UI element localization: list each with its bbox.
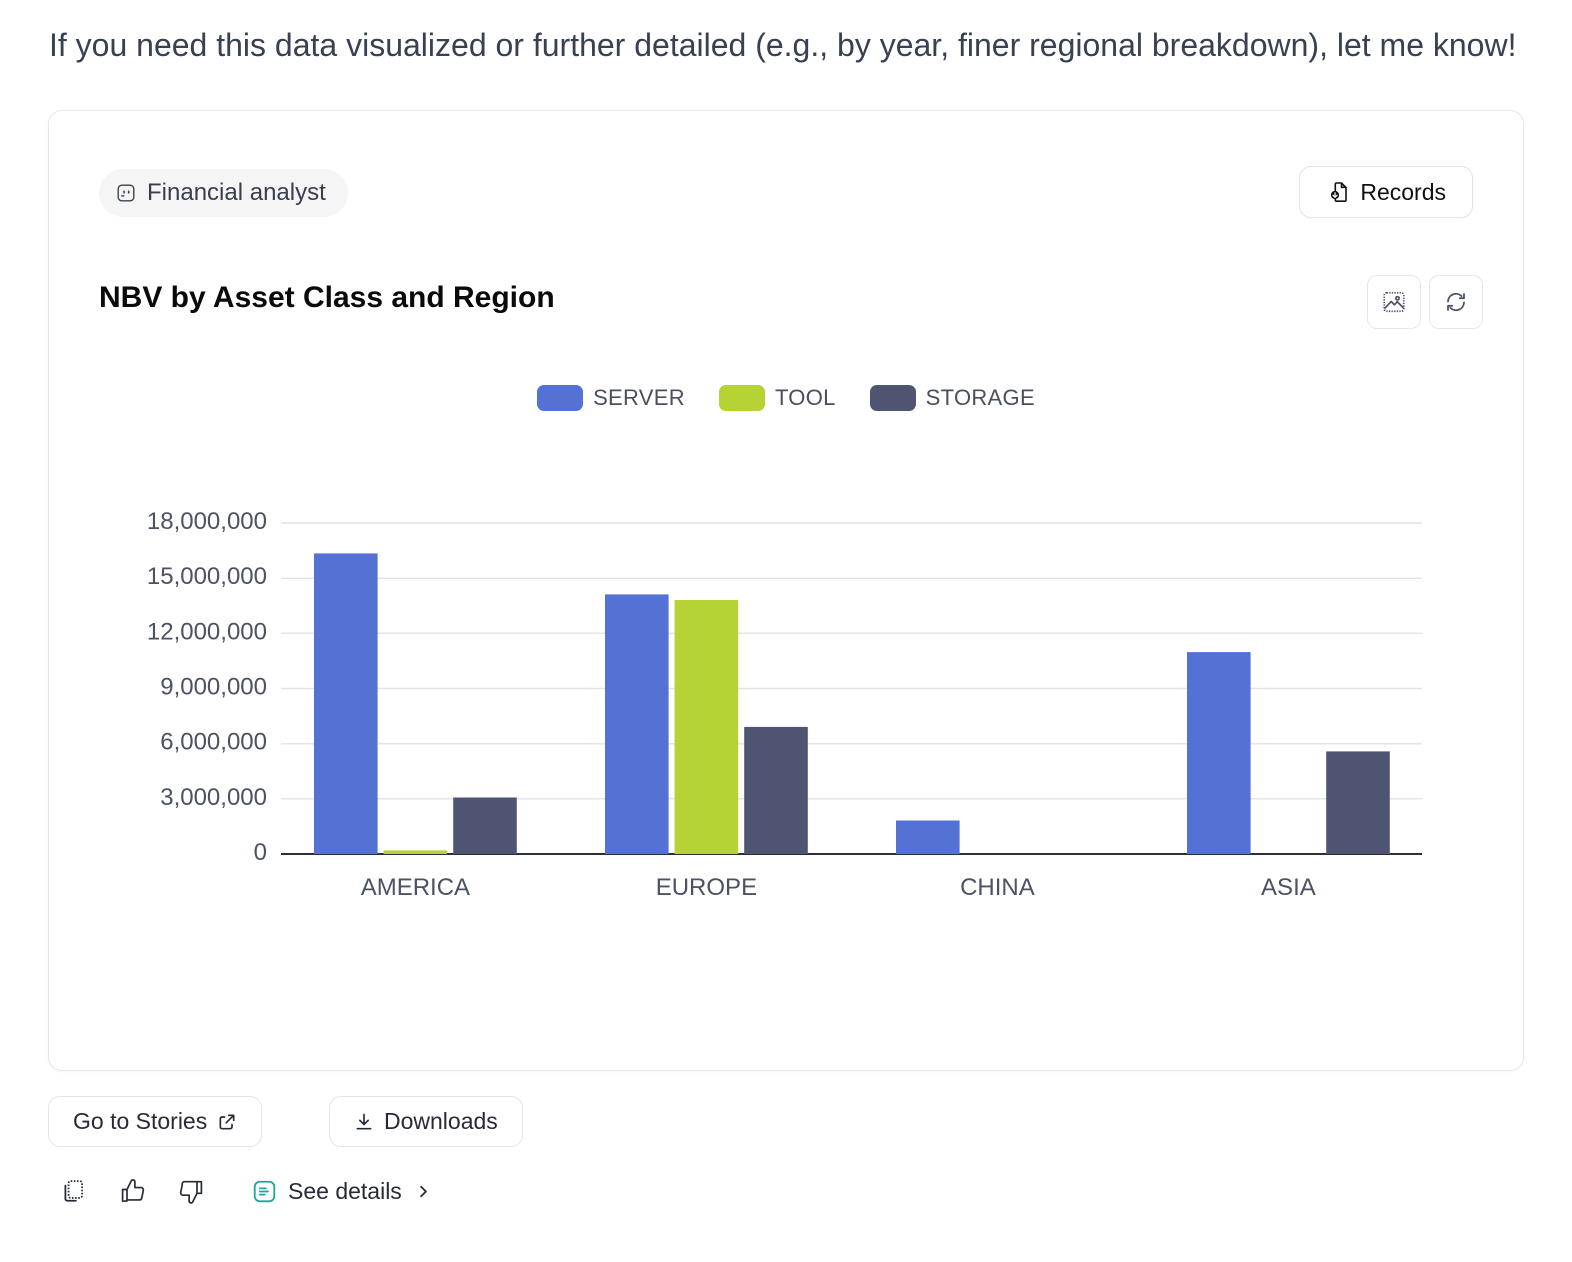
svg-text:0: 0 xyxy=(254,839,267,866)
svg-text:ASIA: ASIA xyxy=(1261,874,1316,901)
svg-text:18,000,000: 18,000,000 xyxy=(147,508,267,535)
svg-text:12,000,000: 12,000,000 xyxy=(147,618,267,645)
svg-text:9,000,000: 9,000,000 xyxy=(160,674,267,701)
svg-text:3,000,000: 3,000,000 xyxy=(160,784,267,811)
svg-text:EUROPE: EUROPE xyxy=(656,874,757,901)
svg-text:AMERICA: AMERICA xyxy=(361,874,470,901)
svg-text:6,000,000: 6,000,000 xyxy=(160,729,267,756)
svg-text:CHINA: CHINA xyxy=(960,874,1035,901)
svg-text:15,000,000: 15,000,000 xyxy=(147,563,267,590)
